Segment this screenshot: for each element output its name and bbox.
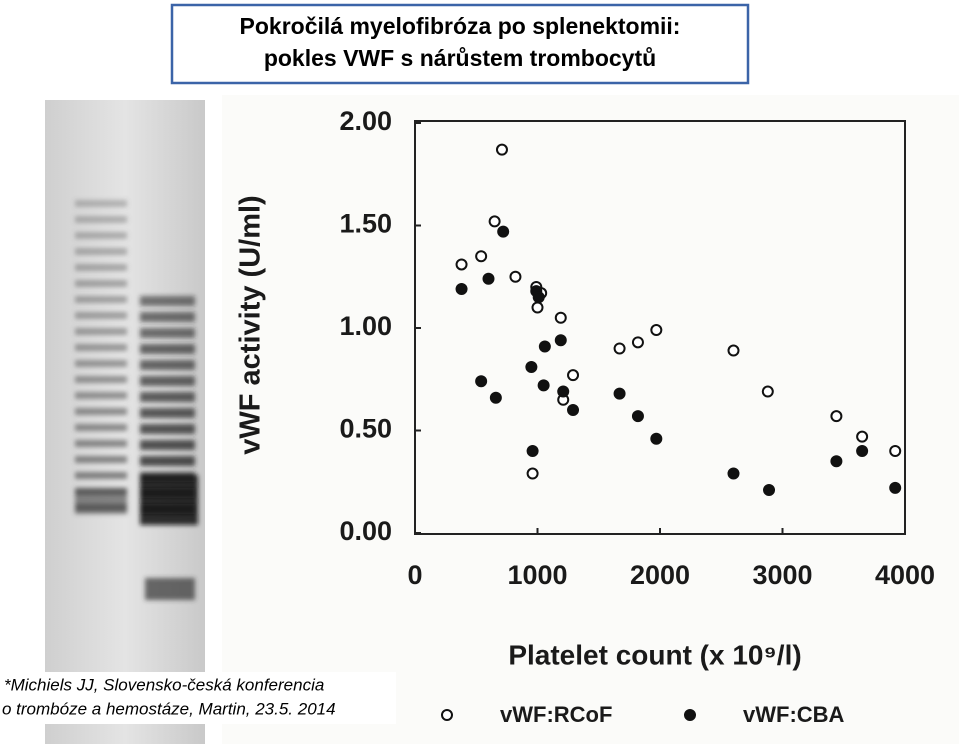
gel-image bbox=[45, 100, 205, 744]
data-point bbox=[525, 360, 538, 373]
source-note: o trombóze a hemostáze, Martin, 23.5. 20… bbox=[2, 699, 336, 718]
data-point bbox=[488, 215, 501, 228]
data-point bbox=[889, 481, 902, 494]
data-point bbox=[531, 301, 544, 314]
gel-band bbox=[140, 376, 195, 386]
slide-title: Pokročilá myelofibróza po splenektomii: bbox=[240, 13, 681, 39]
data-point bbox=[537, 379, 550, 392]
gel-band bbox=[75, 376, 127, 383]
y-tick-label: 1.50 bbox=[339, 209, 392, 239]
gel-band bbox=[75, 312, 127, 319]
data-point bbox=[889, 445, 902, 457]
y-tick-label: 1.00 bbox=[339, 311, 392, 341]
gel-band bbox=[145, 578, 195, 600]
gel-band bbox=[140, 408, 195, 418]
slide-title: pokles VWF s nárůstem trombocytů bbox=[264, 45, 656, 71]
data-point bbox=[455, 258, 468, 271]
gel-band bbox=[140, 456, 195, 466]
gel-band bbox=[140, 328, 195, 338]
x-tick-label: 1000 bbox=[507, 560, 567, 590]
data-point bbox=[650, 324, 663, 337]
gel-band bbox=[140, 475, 198, 525]
gel-band bbox=[75, 280, 127, 287]
data-point bbox=[526, 445, 539, 457]
data-point bbox=[489, 391, 502, 404]
gel-band bbox=[75, 360, 127, 367]
data-point bbox=[482, 272, 495, 285]
data-point bbox=[495, 143, 508, 156]
gel-band bbox=[140, 424, 195, 434]
gel-bands bbox=[75, 200, 198, 600]
gel-band bbox=[140, 296, 195, 306]
data-point bbox=[475, 375, 488, 388]
x-axis-label: Platelet count (x 10⁹/l) bbox=[508, 639, 801, 670]
data-point bbox=[830, 455, 843, 468]
legend-marker bbox=[684, 709, 696, 721]
data-point bbox=[763, 483, 776, 496]
gel-band bbox=[75, 440, 127, 447]
data-point bbox=[631, 410, 644, 423]
data-point bbox=[509, 270, 522, 283]
data-point bbox=[538, 340, 551, 353]
data-point bbox=[856, 445, 869, 457]
title-box bbox=[170, 3, 750, 85]
gel-band bbox=[140, 312, 195, 322]
gel-band bbox=[75, 488, 127, 514]
gel-band bbox=[140, 344, 195, 354]
data-point bbox=[455, 283, 468, 296]
gel-band bbox=[140, 440, 195, 450]
data-point bbox=[557, 385, 570, 398]
data-point bbox=[830, 410, 843, 423]
y-tick-label: 0.00 bbox=[339, 516, 392, 546]
gel-band bbox=[75, 232, 127, 239]
gel-band bbox=[140, 360, 195, 370]
data-point bbox=[856, 430, 869, 443]
x-tick-label: 2000 bbox=[630, 560, 690, 590]
data-point bbox=[567, 369, 580, 382]
legend-label: vWF:CBA bbox=[743, 702, 845, 727]
data-point bbox=[650, 432, 663, 445]
y-tick-label: 2.00 bbox=[339, 106, 392, 136]
data-point bbox=[727, 467, 740, 480]
note-background bbox=[0, 672, 396, 724]
data-point bbox=[613, 342, 626, 355]
gel-band bbox=[75, 472, 127, 479]
gel-band bbox=[75, 248, 127, 255]
gel-band bbox=[75, 408, 127, 415]
gel-band bbox=[75, 328, 127, 335]
gel-band bbox=[75, 424, 127, 431]
data-point bbox=[554, 311, 567, 324]
data-point bbox=[631, 336, 644, 349]
x-tick-label: 4000 bbox=[875, 560, 935, 590]
x-tick-label: 0 bbox=[407, 560, 422, 590]
data-point bbox=[554, 334, 567, 347]
gel-band bbox=[75, 216, 127, 223]
data-point bbox=[526, 467, 539, 480]
gel-band bbox=[75, 392, 127, 399]
legend-label: vWF:RCoF bbox=[500, 702, 612, 727]
y-tick-label: 0.50 bbox=[339, 414, 392, 444]
gel-band bbox=[140, 392, 195, 402]
data-point bbox=[727, 344, 740, 357]
data-point bbox=[567, 404, 580, 416]
y-axis-label: vWF activity (U/ml) bbox=[235, 195, 267, 454]
source-note: *Michiels JJ, Slovensko-česká konferenci… bbox=[4, 675, 324, 694]
x-tick-label: 3000 bbox=[752, 560, 812, 590]
gel-band bbox=[75, 344, 127, 351]
data-point bbox=[613, 387, 626, 400]
gel-band bbox=[75, 456, 127, 463]
data-point bbox=[475, 250, 488, 263]
data-point bbox=[761, 385, 774, 398]
data-point bbox=[532, 291, 545, 304]
gel-band bbox=[75, 296, 127, 303]
gel-band bbox=[75, 200, 127, 207]
data-point bbox=[497, 225, 510, 238]
gel-band bbox=[75, 264, 127, 271]
legend-marker bbox=[441, 709, 453, 721]
